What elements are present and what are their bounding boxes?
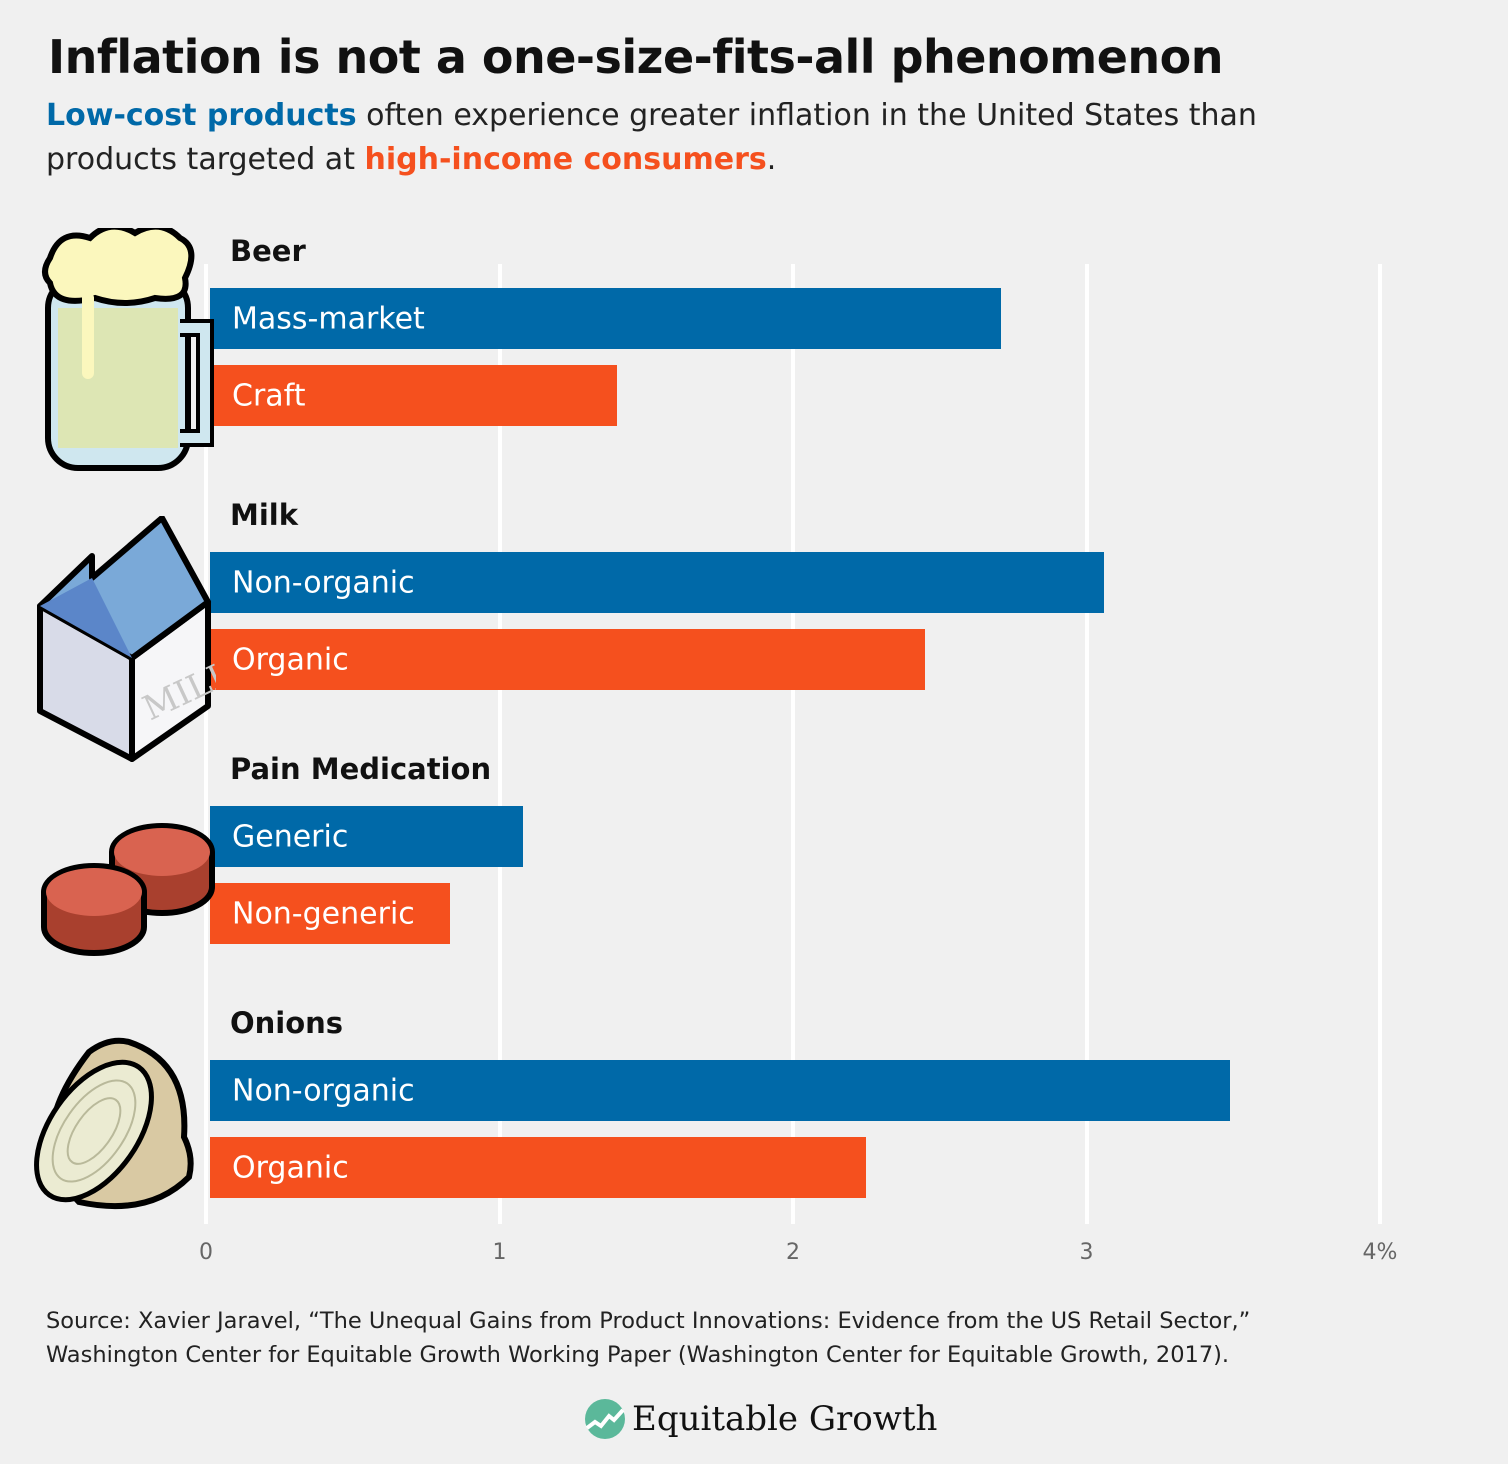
bar-high: Organic bbox=[210, 1137, 867, 1198]
group-label: Onions bbox=[230, 1006, 344, 1040]
gridline bbox=[497, 264, 502, 1224]
gridline bbox=[1084, 264, 1089, 1224]
beer-mug-icon bbox=[42, 228, 214, 471]
chart-subtitle: Low-cost products often experience great… bbox=[46, 94, 1366, 182]
bar-label: Non-organic bbox=[232, 1073, 415, 1108]
logo-text: Equitable Growth bbox=[632, 1399, 938, 1439]
bar-low: Non-organic bbox=[210, 552, 1105, 613]
bar-high: Non-generic bbox=[210, 883, 450, 944]
x-tick-label: 0 bbox=[199, 1240, 213, 1265]
subtitle-high-income: high-income consumers bbox=[364, 142, 767, 177]
subtitle-end: . bbox=[766, 142, 777, 177]
source-note: Source: Xavier Jaravel, “The Unequal Gai… bbox=[46, 1304, 1250, 1372]
bar-label: Generic bbox=[232, 819, 349, 854]
gridline bbox=[204, 264, 208, 1224]
bar-low: Generic bbox=[210, 806, 523, 867]
bar-label: Non-generic bbox=[232, 896, 415, 931]
gridline bbox=[791, 264, 795, 1224]
bar-label: Mass-market bbox=[232, 301, 425, 336]
bar-label: Craft bbox=[232, 378, 306, 413]
group-label: Pain Medication bbox=[230, 752, 492, 786]
group-label: Milk bbox=[230, 498, 299, 532]
plot-area: 0 1 2 3 4% Beer Mass-market Craft Milk Non-organi… bbox=[199, 234, 1398, 1265]
growth-chart-logo-icon bbox=[585, 1399, 625, 1439]
x-tick-label: 1 bbox=[492, 1240, 507, 1265]
equitable-growth-logo: Equitable Growth bbox=[584, 1398, 937, 1440]
source-line-2: Washington Center for Equitable Growth W… bbox=[46, 1342, 1230, 1368]
x-tick-label: 4% bbox=[1362, 1240, 1398, 1265]
chart-title: Inflation is not a one-size-fits-all phe… bbox=[48, 30, 1224, 84]
subtitle-low-cost: Low-cost products bbox=[46, 98, 357, 133]
pills-icon bbox=[41, 823, 215, 956]
milk-carton-icon: MILK bbox=[37, 516, 216, 762]
bar-low: Mass-market bbox=[210, 288, 1002, 349]
bar-label: Non-organic bbox=[232, 565, 415, 600]
gridline bbox=[1378, 264, 1382, 1224]
bar-label: Organic bbox=[232, 642, 349, 677]
onion-icon bbox=[34, 1037, 194, 1210]
subtitle-middle: often experience greater inflation in th… bbox=[46, 98, 1257, 177]
x-tick-label: 3 bbox=[1079, 1240, 1094, 1265]
x-tick-label: 2 bbox=[786, 1240, 800, 1265]
bar-high: Craft bbox=[210, 365, 617, 426]
source-line-1: Source: Xavier Jaravel, “The Unequal Gai… bbox=[46, 1308, 1251, 1334]
group-label: Beer bbox=[230, 234, 306, 268]
bar-label: Organic bbox=[232, 1150, 349, 1185]
bar-low: Non-organic bbox=[210, 1060, 1231, 1121]
bar-high: Organic bbox=[210, 629, 926, 690]
